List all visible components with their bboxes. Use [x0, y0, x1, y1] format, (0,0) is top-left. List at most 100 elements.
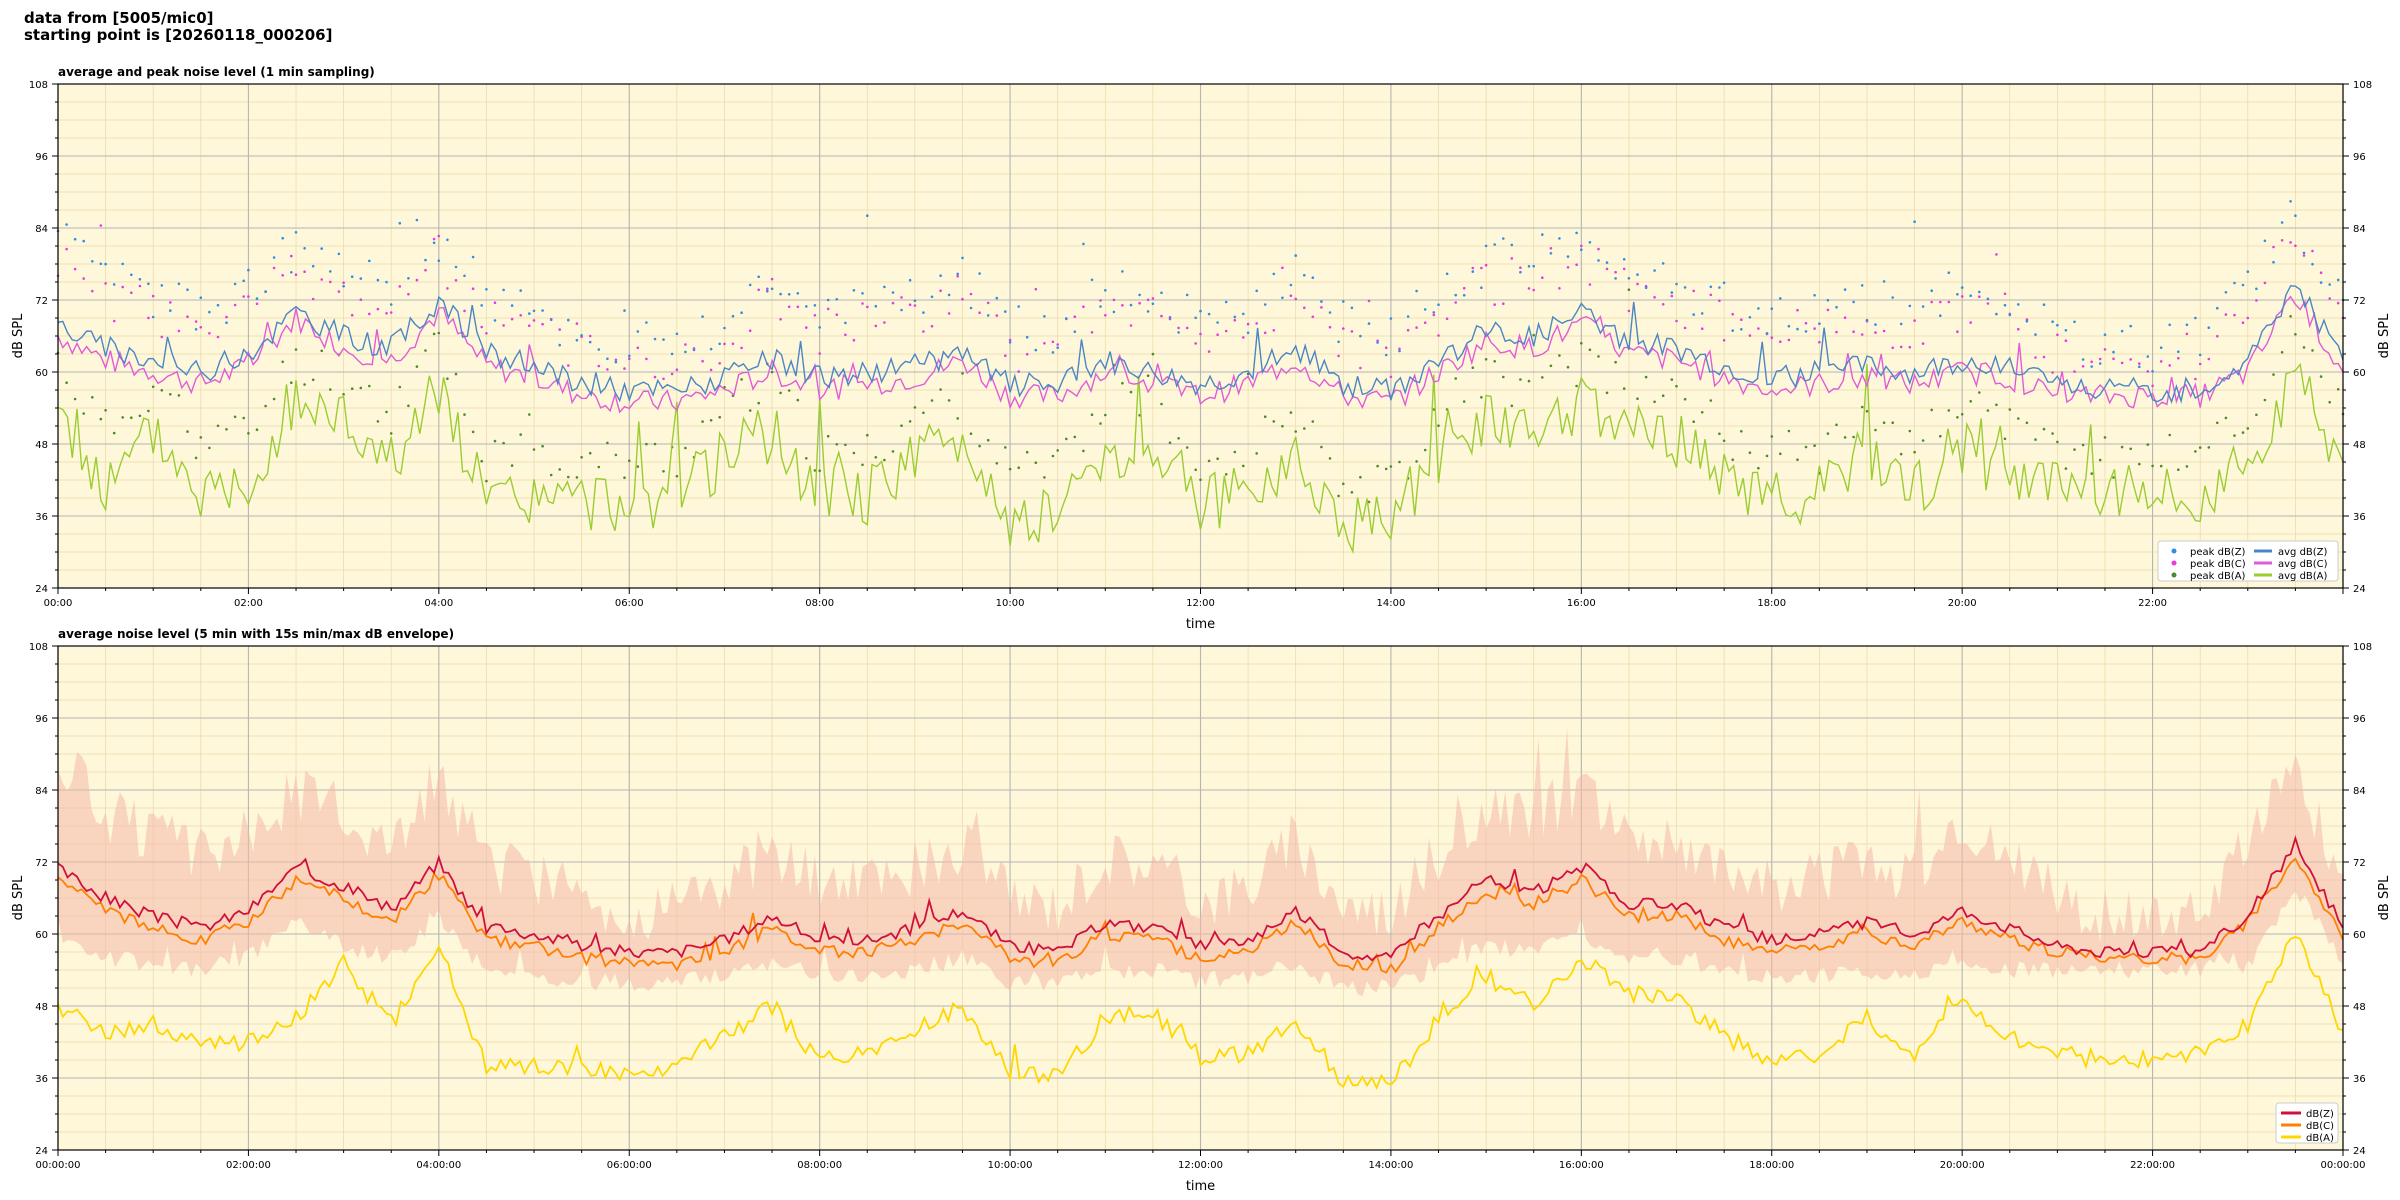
peak-point	[1899, 452, 1903, 456]
peak-point	[320, 349, 324, 353]
peak-point	[1510, 404, 1514, 408]
peak-point	[1614, 360, 1617, 364]
peak-point	[1597, 355, 1600, 358]
x-tick-label: 20:00:00	[1940, 1160, 1985, 1171]
peak-point	[2255, 413, 2258, 417]
peak-point	[1541, 233, 1544, 236]
peak-point	[1575, 263, 1578, 267]
peak-point	[2194, 450, 2197, 453]
peak-point	[1947, 300, 1951, 304]
peak-point	[1627, 288, 1631, 292]
peak-point	[1860, 333, 1864, 336]
data-source-label: data from [5005/mic0]	[24, 9, 214, 27]
peak-point	[1843, 436, 1847, 439]
peak-point	[1527, 287, 1531, 290]
peak-point	[930, 399, 934, 402]
peak-point	[636, 330, 640, 333]
peak-point	[177, 329, 181, 333]
peak-point	[2003, 303, 2007, 307]
peak-point	[480, 459, 484, 463]
peak-point	[891, 450, 895, 453]
peak-point	[1008, 467, 1012, 471]
peak-point	[2129, 324, 2132, 328]
peak-point	[1168, 441, 1172, 445]
peak-point	[1025, 450, 1029, 454]
peak-point	[1051, 340, 1055, 344]
peak-point	[177, 394, 181, 397]
peak-point	[1913, 450, 1916, 454]
peak-point	[796, 292, 800, 295]
peak-point	[398, 285, 402, 288]
peak-point	[2272, 373, 2275, 376]
peak-point	[1384, 467, 1388, 471]
peak-point	[2311, 349, 2314, 352]
peak-point	[1960, 413, 1964, 416]
peak-point	[580, 456, 583, 459]
peak-point	[1636, 397, 1639, 401]
peak-point	[653, 337, 657, 341]
peak-point	[446, 377, 449, 381]
peak-point	[350, 275, 354, 279]
peak-point	[368, 384, 371, 388]
peak-point	[1566, 255, 1570, 258]
peak-point	[1636, 273, 1639, 276]
peak-point	[169, 301, 172, 304]
peak-point	[1670, 378, 1674, 381]
peak-point	[718, 415, 721, 419]
peak-point	[73, 397, 77, 401]
peak-point	[1549, 247, 1553, 250]
peak-point	[264, 290, 267, 294]
peak-point	[2216, 334, 2219, 338]
peak-point	[1311, 315, 1315, 319]
peak-point	[112, 431, 116, 435]
peak-point	[1337, 340, 1340, 344]
peak-point	[2198, 362, 2202, 366]
legend-label: avg dB(C)	[2278, 559, 2328, 570]
peak-point	[1913, 220, 1916, 223]
peak-point	[2246, 270, 2250, 274]
peak-point	[1661, 394, 1665, 398]
chart-title: average noise level (5 min with 15s min/…	[58, 627, 454, 641]
peak-point	[718, 362, 721, 365]
x-tick-label: 02:00:00	[226, 1160, 271, 1171]
peak-point	[112, 283, 116, 286]
peak-point	[891, 291, 895, 294]
peak-point	[1779, 452, 1782, 456]
peak-point	[510, 317, 514, 321]
peak-point	[2185, 465, 2189, 468]
peak-point	[1757, 466, 1760, 470]
peak-point	[1930, 289, 1933, 293]
peak-point	[225, 321, 228, 325]
peak-point	[1558, 237, 1561, 240]
peak-point	[2138, 462, 2141, 466]
peak-point	[588, 340, 592, 344]
peak-point	[1090, 413, 1094, 417]
peak-point	[2177, 356, 2180, 360]
x-tick-label: 08:00:00	[797, 1160, 842, 1171]
peak-point	[844, 443, 847, 447]
peak-point	[320, 247, 324, 250]
peak-point	[1891, 346, 1894, 350]
peak-point	[233, 303, 237, 307]
peak-point	[757, 275, 760, 279]
peak-point	[796, 305, 800, 309]
peak-point	[1043, 342, 1046, 345]
peak-point	[1588, 348, 1592, 352]
peak-point	[1939, 300, 1942, 304]
peak-point	[177, 282, 181, 286]
peak-point	[91, 260, 94, 263]
peak-point	[2194, 377, 2197, 381]
peak-point	[1445, 272, 1449, 276]
peak-point	[684, 343, 687, 346]
peak-point	[1311, 420, 1315, 423]
peak-point	[233, 282, 237, 286]
x-tick-label: 04:00:00	[416, 1160, 461, 1171]
peak-point	[805, 326, 808, 329]
peak-point	[303, 247, 306, 250]
peak-point	[2042, 427, 2046, 431]
peak-point	[2008, 408, 2012, 411]
peak-point	[1017, 305, 1020, 308]
peak-point	[1073, 330, 1077, 334]
peak-point	[311, 297, 315, 301]
